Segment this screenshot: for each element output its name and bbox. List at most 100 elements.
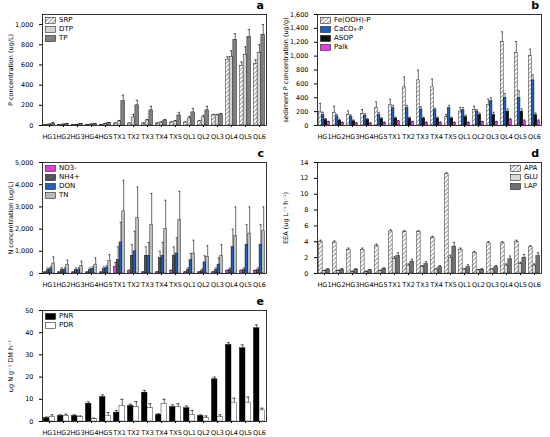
- svg-text:10: 10: [25, 395, 33, 403]
- svg-text:TX5: TX5: [443, 281, 457, 289]
- svg-text:QL5: QL5: [239, 133, 252, 141]
- svg-text:TX2: TX2: [126, 133, 140, 141]
- svg-text:HG5: HG5: [98, 133, 112, 141]
- svg-text:TX4: TX4: [429, 133, 443, 141]
- svg-text:N concentration (ug/L): N concentration (ug/L): [7, 181, 15, 254]
- svg-text:QL1: QL1: [183, 133, 196, 141]
- svg-text:800: 800: [296, 66, 308, 74]
- svg-text:0: 0: [29, 122, 33, 130]
- svg-text:TX4: TX4: [429, 281, 443, 289]
- svg-text:HG2: HG2: [56, 281, 70, 289]
- svg-text:sediment P concentration (ug/g: sediment P concentration (ug/g): [282, 17, 290, 122]
- svg-text:TX5: TX5: [168, 281, 182, 289]
- svg-text:TX3: TX3: [140, 429, 154, 437]
- svg-text:4: 4: [304, 238, 308, 246]
- svg-text:HG4: HG4: [359, 133, 373, 141]
- svg-text:HG4: HG4: [84, 133, 98, 141]
- svg-text:1,200: 1,200: [290, 38, 309, 46]
- svg-text:QL1: QL1: [183, 281, 196, 289]
- svg-text:TX2: TX2: [401, 281, 415, 289]
- svg-text:HG1: HG1: [317, 133, 331, 141]
- svg-text:200: 200: [21, 101, 33, 109]
- svg-text:QL4: QL4: [500, 281, 513, 289]
- svg-text:QL3: QL3: [211, 429, 224, 437]
- svg-text:EEA (ug L⁻¹ h⁻¹): EEA (ug L⁻¹ h⁻¹): [282, 192, 290, 244]
- svg-text:TX2: TX2: [401, 133, 415, 141]
- svg-text:TX1: TX1: [387, 133, 401, 141]
- svg-text:1,000: 1,000: [15, 21, 34, 29]
- svg-text:HG1: HG1: [42, 133, 56, 141]
- svg-text:QL1: QL1: [458, 133, 471, 141]
- svg-text:10: 10: [300, 190, 308, 198]
- svg-text:QL5: QL5: [514, 281, 527, 289]
- svg-text:14: 14: [300, 159, 308, 167]
- svg-text:1,000: 1,000: [290, 52, 309, 60]
- svg-text:600: 600: [21, 61, 33, 69]
- svg-text:3,000: 3,000: [15, 203, 34, 211]
- svg-text:QL5: QL5: [239, 281, 252, 289]
- svg-text:40: 40: [25, 329, 33, 337]
- svg-text:QL4: QL4: [225, 133, 238, 141]
- svg-text:QL6: QL6: [528, 133, 541, 141]
- svg-text:P concentration (ug/L): P concentration (ug/L): [7, 34, 15, 106]
- svg-text:1,000: 1,000: [15, 247, 34, 255]
- svg-text:TX5: TX5: [443, 133, 457, 141]
- svg-text:0: 0: [304, 270, 308, 278]
- svg-text:50: 50: [25, 307, 33, 315]
- svg-text:HG1: HG1: [42, 429, 56, 437]
- svg-text:HG2: HG2: [331, 281, 345, 289]
- svg-text:QL2: QL2: [197, 429, 210, 437]
- svg-text:HG4: HG4: [84, 429, 98, 437]
- svg-text:ug N g⁻¹ DM h⁻¹: ug N g⁻¹ DM h⁻¹: [7, 339, 15, 392]
- svg-text:TX1: TX1: [112, 429, 126, 437]
- svg-text:QL4: QL4: [500, 133, 513, 141]
- svg-text:QL6: QL6: [253, 281, 266, 289]
- svg-text:QL1: QL1: [458, 281, 471, 289]
- svg-text:HG3: HG3: [345, 281, 359, 289]
- svg-text:TX3: TX3: [415, 133, 429, 141]
- svg-text:HG4: HG4: [359, 281, 373, 289]
- svg-text:HG3: HG3: [70, 429, 84, 437]
- svg-text:TX2: TX2: [126, 429, 140, 437]
- svg-text:HG3: HG3: [70, 281, 84, 289]
- svg-text:6: 6: [304, 222, 308, 230]
- svg-text:TX3: TX3: [415, 281, 429, 289]
- svg-text:5,000: 5,000: [15, 159, 34, 167]
- svg-text:TX1: TX1: [112, 281, 126, 289]
- svg-text:TX1: TX1: [112, 133, 126, 141]
- svg-text:400: 400: [296, 94, 308, 102]
- svg-text:QL2: QL2: [472, 281, 485, 289]
- svg-text:30: 30: [25, 351, 33, 359]
- svg-text:QL3: QL3: [211, 281, 224, 289]
- svg-text:800: 800: [21, 41, 33, 49]
- svg-text:HG1: HG1: [42, 281, 56, 289]
- svg-text:QL5: QL5: [514, 133, 527, 141]
- svg-text:QL2: QL2: [197, 133, 210, 141]
- svg-text:HG3: HG3: [345, 133, 359, 141]
- svg-text:1,400: 1,400: [290, 24, 309, 32]
- svg-text:TX5: TX5: [168, 133, 182, 141]
- svg-text:QL4: QL4: [225, 429, 238, 437]
- svg-text:HG5: HG5: [373, 281, 387, 289]
- svg-text:400: 400: [21, 81, 33, 89]
- svg-text:QL4: QL4: [225, 281, 238, 289]
- svg-text:QL3: QL3: [486, 133, 499, 141]
- svg-text:TX1: TX1: [387, 281, 401, 289]
- svg-text:TX3: TX3: [140, 281, 154, 289]
- svg-text:QL6: QL6: [253, 133, 266, 141]
- svg-text:600: 600: [296, 80, 308, 88]
- svg-text:2,000: 2,000: [15, 225, 34, 233]
- svg-text:TX3: TX3: [140, 133, 154, 141]
- svg-text:20: 20: [25, 373, 33, 381]
- svg-text:HG5: HG5: [373, 133, 387, 141]
- svg-text:QL1: QL1: [183, 429, 196, 437]
- svg-text:1,600: 1,600: [290, 11, 309, 19]
- svg-text:0: 0: [29, 418, 33, 426]
- svg-text:0: 0: [29, 270, 33, 278]
- svg-text:TX5: TX5: [168, 429, 182, 437]
- svg-text:TX4: TX4: [154, 133, 168, 141]
- svg-text:QL5: QL5: [239, 429, 252, 437]
- svg-text:4,000: 4,000: [15, 181, 34, 189]
- svg-text:QL3: QL3: [211, 133, 224, 141]
- svg-text:QL3: QL3: [486, 281, 499, 289]
